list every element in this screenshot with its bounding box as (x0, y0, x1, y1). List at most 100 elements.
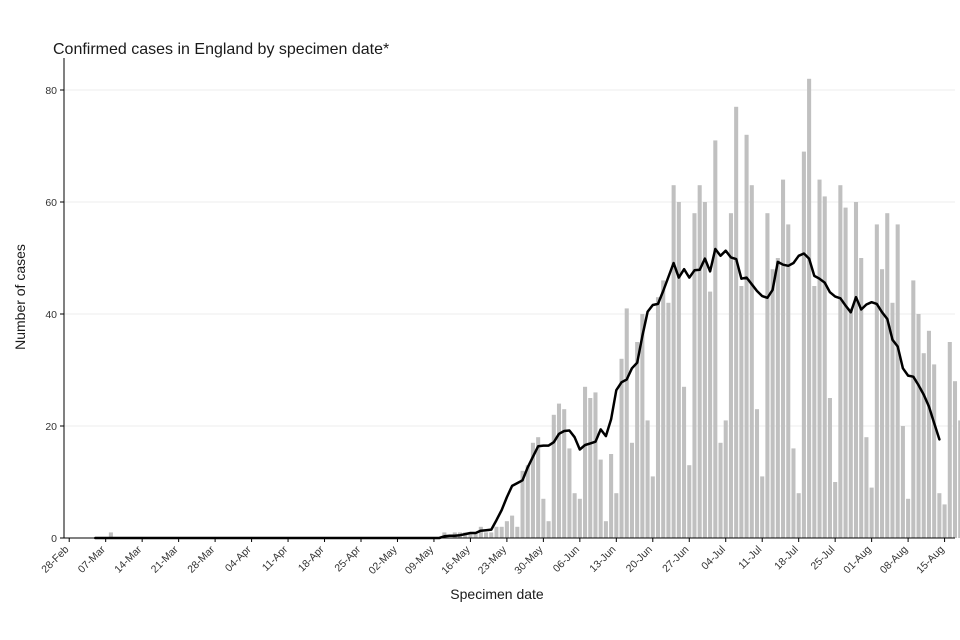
bar (781, 179, 786, 538)
chart-title: Confirmed cases in England by specimen d… (53, 41, 389, 58)
bar (525, 465, 530, 538)
bar (702, 202, 707, 538)
bar (484, 532, 489, 538)
bar (958, 420, 960, 538)
bar (473, 532, 478, 538)
bar (619, 358, 624, 538)
bar (937, 493, 942, 538)
y-axis-label: Number of cases (12, 244, 28, 350)
x-tick-label: 06-Jun (551, 544, 582, 575)
bar (749, 185, 754, 538)
x-tick-label: 01-Aug (841, 544, 874, 577)
bar (640, 314, 645, 538)
bar (510, 515, 515, 538)
bar (645, 420, 650, 538)
bar (906, 498, 911, 538)
bar (588, 398, 593, 538)
bar (801, 151, 806, 538)
bar (661, 280, 666, 538)
bar (796, 493, 801, 538)
bar (827, 398, 832, 538)
x-ticks: 28-Feb 07-Mar 14-Mar 21-Mar 28-Mar 04-Apr 11-A… (39, 538, 947, 577)
x-tick-label: 04-Apr (223, 543, 254, 574)
bar (468, 532, 473, 538)
x-axis-label: Specimen date (450, 586, 544, 602)
bar (765, 213, 770, 538)
x-tick-label: 21-Mar (149, 543, 181, 575)
bar (880, 269, 885, 538)
x-tick-label: 23-May (476, 543, 510, 577)
bar (687, 465, 692, 538)
bar (583, 386, 588, 538)
bar (489, 532, 494, 538)
bar (942, 504, 947, 538)
bar (786, 224, 791, 538)
bar (682, 386, 687, 538)
x-tick-label: 15-Aug (914, 544, 947, 577)
bar (895, 224, 900, 538)
bar (650, 476, 655, 538)
bar-series (108, 78, 960, 539)
bar (671, 185, 676, 538)
y-tick-label: 40 (45, 309, 57, 321)
bar (536, 437, 541, 538)
x-tick-label: 18-Apr (296, 543, 327, 574)
bar (885, 213, 890, 538)
bar (713, 140, 718, 538)
bar (833, 482, 838, 538)
x-tick-label: 09-May (403, 543, 437, 577)
x-tick-label: 30-May (512, 543, 546, 577)
bar (635, 342, 640, 538)
y-ticks: 0 20 40 60 80 (45, 85, 64, 545)
bar (916, 314, 921, 538)
bar (739, 286, 744, 538)
x-tick-label: 11-Jul (736, 544, 764, 572)
bar (859, 258, 864, 538)
bar (697, 185, 702, 538)
bar (770, 269, 775, 538)
bar (843, 207, 848, 538)
x-tick-label: 11-Apr (260, 543, 291, 574)
bar (504, 521, 509, 538)
x-tick-label: 13-Jun (587, 544, 618, 575)
bar (108, 532, 113, 538)
bar (562, 409, 567, 538)
bar (499, 526, 504, 538)
bar (572, 493, 577, 538)
bar (760, 476, 765, 538)
bar (775, 258, 780, 538)
bar (541, 498, 546, 538)
y-tick-label: 0 (51, 533, 57, 545)
x-tick-label: 28-Mar (185, 543, 217, 575)
bar (890, 302, 895, 538)
bar (666, 302, 671, 538)
x-tick-label: 08-Aug (878, 544, 911, 577)
bar (932, 364, 937, 538)
bar (567, 448, 572, 538)
bar (734, 106, 739, 539)
x-tick-label: 20-Jun (624, 544, 655, 575)
bar (629, 442, 634, 538)
bar (838, 185, 843, 538)
bar (926, 330, 931, 538)
x-tick-label: 16-May (439, 543, 473, 577)
x-tick-label: 27-Jun (660, 544, 691, 575)
bar (864, 437, 869, 538)
bar (655, 297, 661, 538)
bar (728, 213, 733, 538)
bar (718, 442, 723, 538)
bar (614, 493, 619, 538)
bar (853, 202, 859, 538)
bar (874, 224, 879, 538)
bar (723, 420, 728, 538)
bar (520, 470, 525, 538)
bar (577, 498, 582, 538)
x-tick-label: 18-Jul (772, 544, 801, 573)
bar (603, 521, 608, 538)
x-tick-label: 14-Mar (112, 543, 144, 575)
y-tick-label: 20 (45, 421, 57, 433)
bar (900, 426, 905, 538)
bar (556, 403, 562, 538)
bar (791, 448, 796, 538)
